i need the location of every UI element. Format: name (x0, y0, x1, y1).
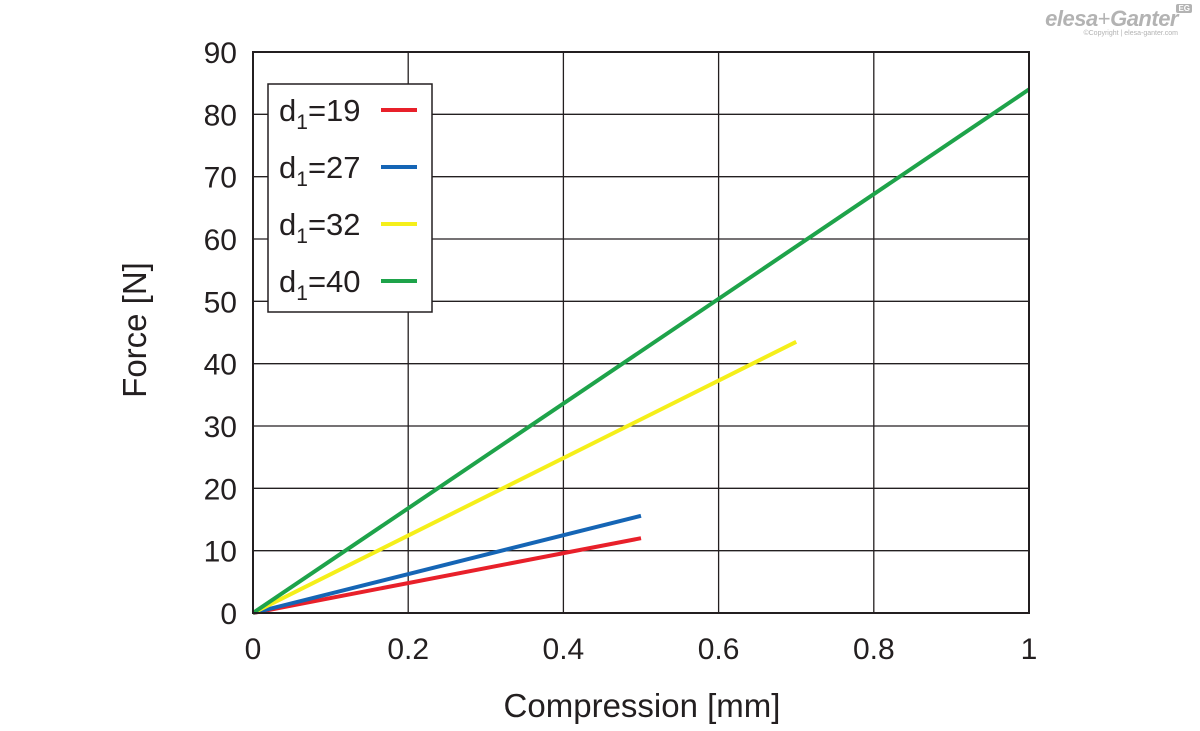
logo-brand-left: elesa (1045, 6, 1098, 31)
legend-item: d1=19 (279, 93, 417, 134)
series-lines (251, 87, 1031, 615)
plot-frame (252, 51, 1030, 614)
legend-item: d1=40 (279, 264, 417, 305)
y-tick-label: 80 (204, 99, 237, 132)
y-tick-label: 0 (220, 598, 237, 631)
y-tick-label: 30 (204, 411, 237, 444)
y-tick-label: 10 (204, 536, 237, 569)
x-axis-label: Compression [mm] (504, 687, 781, 724)
y-tick-label: 60 (204, 224, 237, 257)
series-line-3 (251, 87, 1031, 615)
y-tick-label: 40 (204, 349, 237, 382)
legend-item: d1=27 (279, 150, 417, 191)
x-tick-label: 1 (1021, 633, 1038, 666)
logo-brand: elesa+Ganter (1045, 6, 1178, 32)
legend: d1=19 d1=27 d1=32 d1=40 (267, 83, 433, 313)
x-tick-label: 0.2 (387, 633, 429, 666)
series-line-2 (252, 340, 798, 615)
logo-brand-plus: + (1097, 6, 1111, 31)
y-tick-label: 90 (204, 37, 237, 70)
logo-copyright: ©Copyright | elesa-ganter.com (1083, 30, 1178, 37)
series-line-1 (252, 513, 642, 615)
legend-item: d1=32 (279, 207, 417, 248)
y-tick-labels: 0 10 20 30 40 50 60 70 80 90 (204, 37, 237, 631)
logo-badge: EG (1176, 4, 1192, 13)
legend-label: d1=27 (279, 150, 361, 191)
y-axis-label: Force [N] (116, 262, 153, 398)
legend-label: d1=19 (279, 93, 361, 134)
series-line-0 (252, 536, 642, 615)
x-tick-labels: 0 0.2 0.4 0.6 0.8 1 (245, 633, 1038, 666)
y-tick-label: 50 (204, 286, 237, 319)
x-tick-label: 0.6 (698, 633, 740, 666)
legend-label: d1=32 (279, 207, 361, 248)
y-tick-label: 20 (204, 473, 237, 506)
x-tick-label: 0 (245, 633, 262, 666)
x-tick-label: 0.8 (853, 633, 895, 666)
y-tick-label: 70 (204, 162, 237, 195)
legend-label: d1=40 (279, 264, 361, 305)
x-tick-label: 0.4 (543, 633, 585, 666)
elesa-ganter-logo: elesa+Ganter EG ©Copyright | elesa-gante… (1045, 4, 1192, 37)
legend-box (267, 83, 433, 313)
logo-brand-right: Ganter (1110, 6, 1178, 31)
